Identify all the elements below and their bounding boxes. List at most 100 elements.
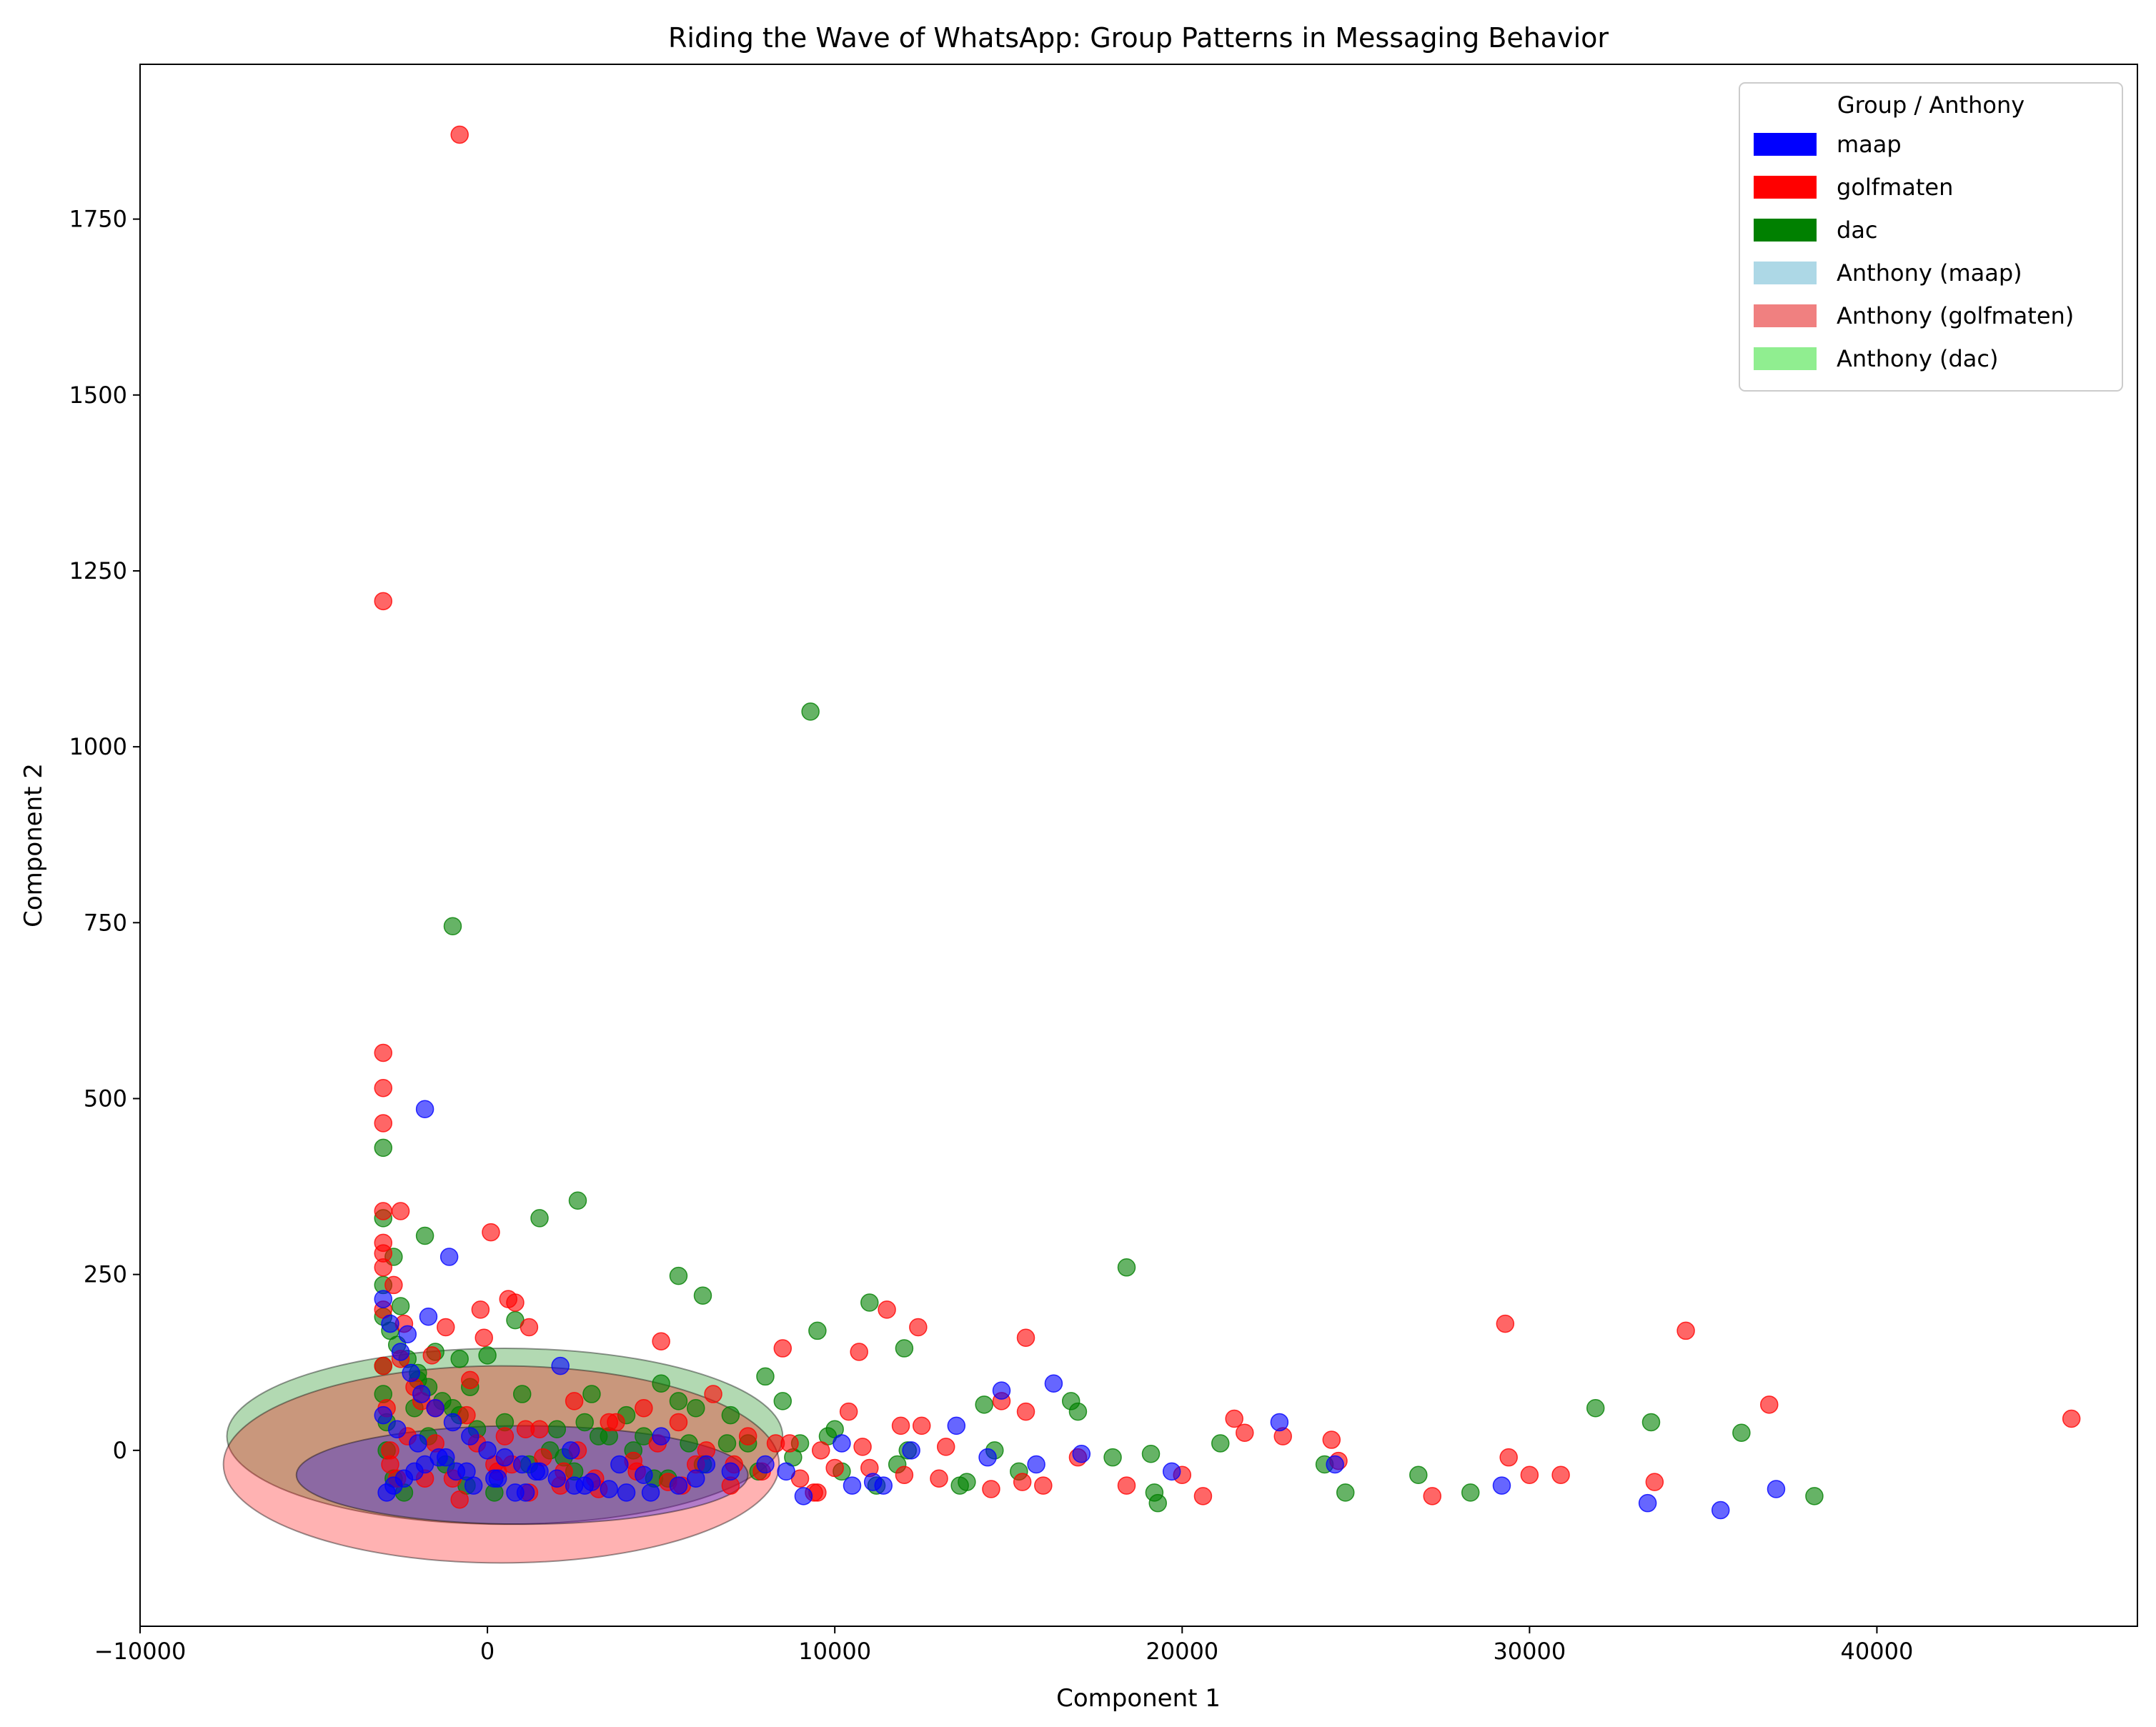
point-dac (1732, 1423, 1751, 1442)
point-maap (902, 1441, 920, 1460)
point-dac (1336, 1483, 1355, 1502)
point-dac (860, 1293, 879, 1312)
point-maap (1044, 1374, 1063, 1393)
y-tick-label: 500 (84, 1085, 127, 1112)
point-maap (686, 1469, 705, 1488)
point-dac (693, 1286, 712, 1305)
point-golfmaten (374, 1202, 393, 1220)
point-golfmaten (607, 1413, 625, 1432)
point-maap (402, 1363, 420, 1383)
point-golfmaten (652, 1332, 670, 1350)
point-golfmaten (1499, 1448, 1518, 1467)
point-golfmaten (1225, 1409, 1243, 1428)
point-maap (992, 1381, 1011, 1400)
point-dac (1117, 1258, 1136, 1277)
point-dac (530, 1209, 549, 1228)
y-tick-label: 250 (84, 1261, 127, 1288)
point-golfmaten (475, 1328, 493, 1348)
point-dac (547, 1420, 567, 1439)
point-maap (478, 1441, 497, 1460)
point-maap (600, 1480, 618, 1498)
point-dac (1409, 1465, 1428, 1485)
point-golfmaten (780, 1434, 799, 1453)
x-tick-label: −10000 (94, 1638, 187, 1665)
legend-swatch (1754, 262, 1817, 284)
point-golfmaten (853, 1438, 872, 1456)
point-dac (1103, 1448, 1122, 1467)
point-golfmaten (1016, 1402, 1035, 1421)
legend-entry-label: Anthony (dac) (1837, 345, 1998, 372)
legend-title: Group / Anthony (1837, 91, 2025, 119)
point-golfmaten (381, 1441, 399, 1460)
point-maap (575, 1476, 594, 1495)
point-maap (669, 1476, 688, 1495)
point-golfmaten (2062, 1409, 2081, 1428)
legend-entry-label: Anthony (golfmaten) (1837, 302, 2074, 329)
y-tick-label: 0 (113, 1437, 127, 1464)
point-golfmaten (1676, 1321, 1695, 1340)
point-maap (561, 1441, 580, 1460)
point-dac (512, 1385, 532, 1403)
point-golfmaten (912, 1416, 931, 1435)
point-maap (947, 1416, 966, 1435)
point-dac (1141, 1445, 1161, 1463)
point-dac (756, 1367, 775, 1386)
point-golfmaten (437, 1318, 455, 1337)
point-golfmaten (669, 1413, 688, 1432)
point-maap (387, 1420, 407, 1439)
point-dac (1805, 1487, 1824, 1505)
point-maap (843, 1476, 862, 1495)
point-golfmaten (520, 1318, 539, 1337)
point-golfmaten (811, 1441, 830, 1460)
point-golfmaten (895, 1465, 914, 1485)
point-golfmaten (1016, 1328, 1035, 1348)
legend-swatch (1754, 304, 1817, 327)
point-golfmaten (374, 1356, 393, 1375)
point-golfmaten (374, 1078, 393, 1098)
point-golfmaten (1759, 1395, 1779, 1414)
point-golfmaten (374, 1114, 393, 1133)
point-dac (568, 1191, 587, 1210)
point-golfmaten (1423, 1487, 1441, 1505)
x-tick-label: 20000 (1146, 1638, 1218, 1665)
point-maap (1072, 1445, 1091, 1463)
legend-box (1739, 82, 2123, 392)
point-golfmaten (909, 1318, 928, 1337)
plot-frame (139, 64, 2138, 1627)
point-golfmaten (1322, 1430, 1341, 1449)
point-maap (488, 1469, 507, 1488)
x-axis-label: Component 1 (1056, 1684, 1221, 1713)
point-golfmaten (891, 1416, 910, 1435)
point-dac (958, 1473, 976, 1491)
point-dac (1461, 1483, 1480, 1502)
point-maap (409, 1434, 427, 1453)
point-golfmaten (506, 1293, 525, 1312)
legend-swatch (1754, 176, 1817, 199)
point-maap (1492, 1476, 1511, 1495)
point-golfmaten (374, 592, 393, 611)
point-dac (895, 1339, 914, 1358)
point-maap (874, 1476, 893, 1495)
point-dac (443, 917, 462, 935)
point-golfmaten (391, 1202, 410, 1220)
point-maap (1270, 1413, 1289, 1432)
point-maap (756, 1455, 775, 1474)
point-maap (635, 1465, 653, 1485)
point-golfmaten (878, 1300, 896, 1319)
point-maap (443, 1413, 462, 1432)
legend-entry-label: maap (1837, 131, 1902, 158)
point-golfmaten (825, 1458, 844, 1478)
point-maap (978, 1448, 997, 1467)
point-maap (617, 1483, 636, 1502)
point-golfmaten (773, 1339, 793, 1358)
y-tick-label: 1250 (69, 557, 127, 584)
x-tick-label: 0 (480, 1638, 495, 1665)
point-maap (461, 1427, 480, 1445)
point-dac (773, 1392, 793, 1410)
point-dac (478, 1346, 497, 1365)
point-dac (717, 1434, 737, 1453)
point-maap (777, 1462, 795, 1481)
point-maap (381, 1314, 399, 1333)
point-golfmaten (384, 1275, 403, 1295)
point-maap (547, 1469, 567, 1488)
